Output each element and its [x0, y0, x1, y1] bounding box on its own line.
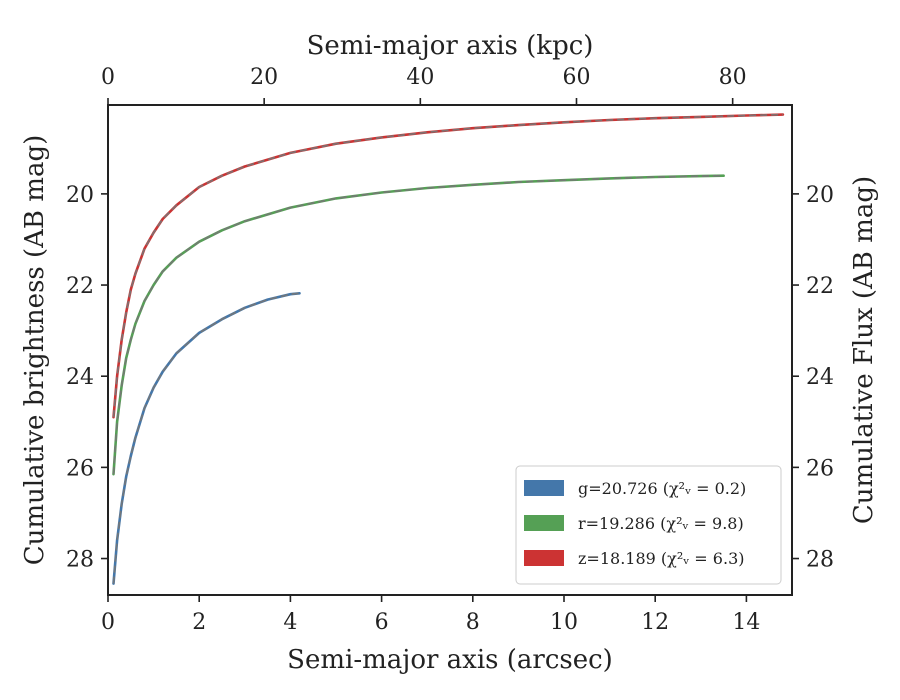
y2-axis-title: Cumulative Flux (AB mag) — [849, 176, 879, 524]
legend-swatch-1 — [524, 515, 564, 531]
legend-label-2: z=18.189 (χ²ᵥ = 6.3) — [578, 549, 744, 568]
x2-tick-label: 60 — [562, 65, 590, 90]
y-tick-label: 24 — [66, 365, 94, 390]
x-tick-label: 2 — [192, 610, 206, 635]
y2-tick-label: 20 — [806, 183, 834, 208]
y2-tick-label: 26 — [806, 456, 834, 481]
x-axis-title: Semi-major axis (arcsec) — [287, 645, 613, 675]
y2-tick-label: 28 — [806, 548, 834, 573]
x-tick-label: 6 — [375, 610, 389, 635]
legend-frame — [515, 465, 782, 585]
x2-tick-label: 20 — [250, 65, 278, 90]
x-tick-label: 12 — [641, 610, 669, 635]
y-tick-label: 20 — [66, 183, 94, 208]
y-tick-label: 22 — [66, 274, 94, 299]
legend-label-0: g=20.726 (χ²ᵥ = 0.2) — [578, 479, 746, 498]
legend-swatch-0 — [524, 480, 564, 496]
legend-label-1: r=19.286 (χ²ᵥ = 9.8) — [578, 514, 744, 533]
x2-tick-label: 80 — [719, 65, 747, 90]
model-line-1 — [112, 174, 724, 475]
x2-axis-title: Semi-major axis (kpc) — [307, 31, 594, 61]
plot-frame — [107, 104, 793, 596]
y-tick-label: 28 — [66, 548, 94, 573]
x-tick-label: 8 — [466, 610, 480, 635]
x-tick-label: 0 — [101, 610, 115, 635]
x-tick-label: 14 — [732, 610, 760, 635]
x-tick-label: 10 — [550, 610, 578, 635]
lines-layer — [112, 113, 785, 585]
legend-swatch-2 — [524, 550, 564, 566]
model-line-2 — [112, 113, 783, 418]
x2-tick-label: 0 — [101, 65, 115, 90]
y2-tick-label: 22 — [806, 274, 834, 299]
series-line-2 — [112, 113, 785, 419]
y2-tick-label: 24 — [806, 365, 834, 390]
series-line-0 — [112, 291, 301, 585]
x2-tick-label: 40 — [406, 65, 434, 90]
model-line-0 — [112, 292, 300, 584]
series-line-1 — [112, 174, 725, 476]
x-tick-label: 4 — [283, 610, 297, 635]
legend: g=20.726 (χ²ᵥ = 0.2) r=19.286 (χ²ᵥ = 9.8)… — [515, 465, 782, 585]
y-axis-title: Cumulative brightness (AB mag) — [20, 135, 50, 566]
y-tick-label: 26 — [66, 456, 94, 481]
